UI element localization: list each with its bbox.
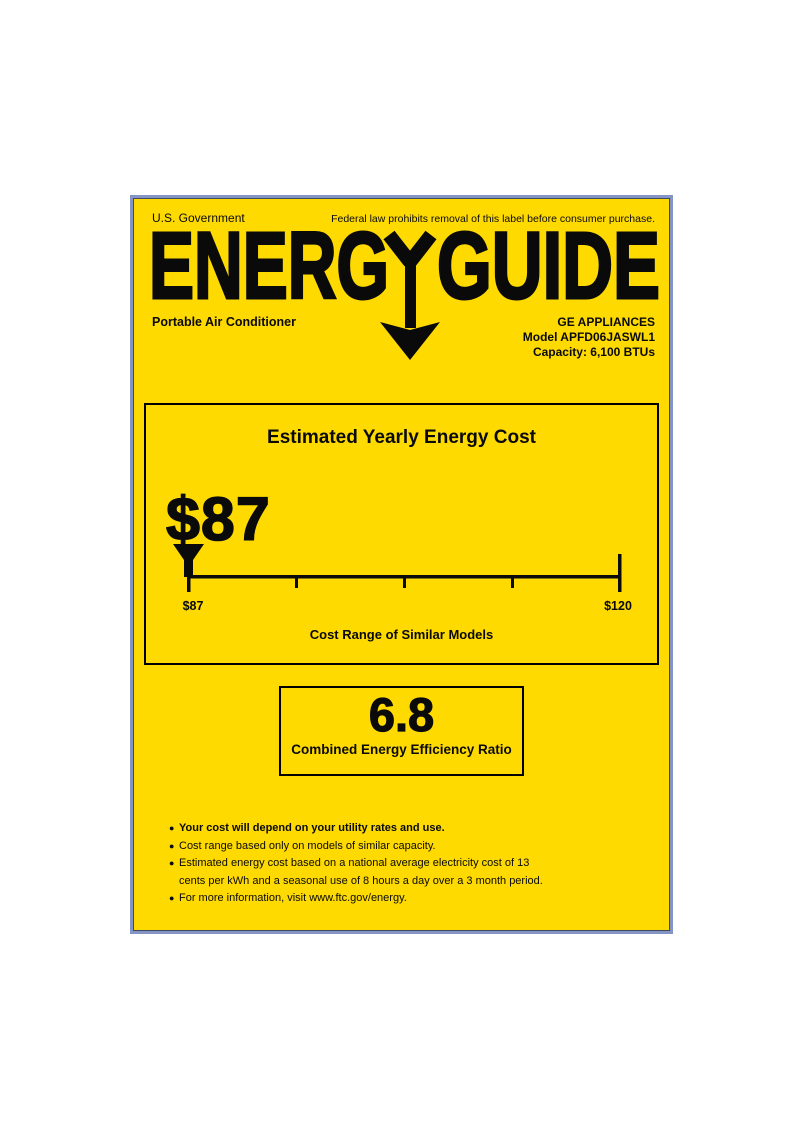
scale-min-label: $87 [183, 599, 204, 613]
footnote-item: ● For more information, visit www.ftc.go… [169, 890, 649, 908]
footnote-item: ● Your cost will depend on your utility … [169, 820, 649, 838]
federal-law-notice: Federal law prohibits removal of this la… [331, 213, 655, 225]
ceer-box: 6.8 Combined Energy Efficiency Ratio [279, 686, 524, 776]
manufacturer-block: GE APPLIANCES Model APFD06JASWL1 Capacit… [523, 315, 655, 360]
brand-text: GE APPLIANCES [557, 315, 655, 329]
model-text: Model APFD06JASWL1 [522, 330, 655, 344]
bullet-icon: ● [169, 858, 175, 868]
product-info-row: Portable Air Conditioner GE APPLIANCES M… [152, 315, 655, 360]
scale-axis [187, 554, 622, 592]
bullet-icon: ● [169, 893, 175, 903]
cost-box-title: Estimated Yearly Energy Cost [267, 427, 536, 448]
logo-word-guide: GUIDE [437, 213, 660, 319]
energyguide-logo: ENERG GUIDE [148, 212, 662, 360]
footnote-item: ● Estimated energy cost based on a natio… [169, 855, 649, 890]
estimated-cost-box: Estimated Yearly Energy Cost $87 $87 $12… [144, 403, 659, 665]
ceer-caption: Combined Energy Efficiency Ratio [291, 742, 512, 757]
footnote-text: Estimated energy cost based on a nationa… [179, 857, 530, 869]
logo-word-energ: ENERG [149, 213, 389, 319]
energy-guide-label: U.S. Government Federal law prohibits re… [133, 198, 670, 931]
scale-max-label: $120 [604, 599, 632, 613]
footnote-text: Cost range based only on models of simil… [179, 839, 436, 852]
bullet-icon: ● [169, 823, 175, 833]
cost-range-scale: $87 $120 [173, 544, 632, 613]
footnote-text: For more information, visit www.ftc.gov/… [179, 892, 407, 904]
footnote-text: cents per kWh and a seasonal use of 8 ho… [179, 874, 543, 887]
yearly-cost-value: $87 [165, 485, 271, 553]
cost-pointer-icon [173, 544, 204, 577]
cost-range-caption: Cost Range of Similar Models [309, 627, 494, 642]
ceer-value: 6.8 [368, 688, 435, 741]
footnote-item: ● Cost range based only on models of sim… [169, 838, 649, 856]
us-government-text: U.S. Government [152, 211, 245, 225]
label-header: U.S. Government Federal law prohibits re… [152, 211, 655, 225]
down-arrow-icon [380, 230, 440, 360]
footnote-text: Your cost will depend on your utility ra… [179, 822, 445, 834]
energyguide-logo-art: ENERG GUIDE [148, 212, 662, 360]
capacity-text: Capacity: 6,100 BTUs [532, 345, 655, 359]
product-type-text: Portable Air Conditioner [152, 315, 296, 329]
bullet-icon: ● [169, 840, 175, 851]
footnotes-list: ● Your cost will depend on your utility … [169, 820, 649, 908]
